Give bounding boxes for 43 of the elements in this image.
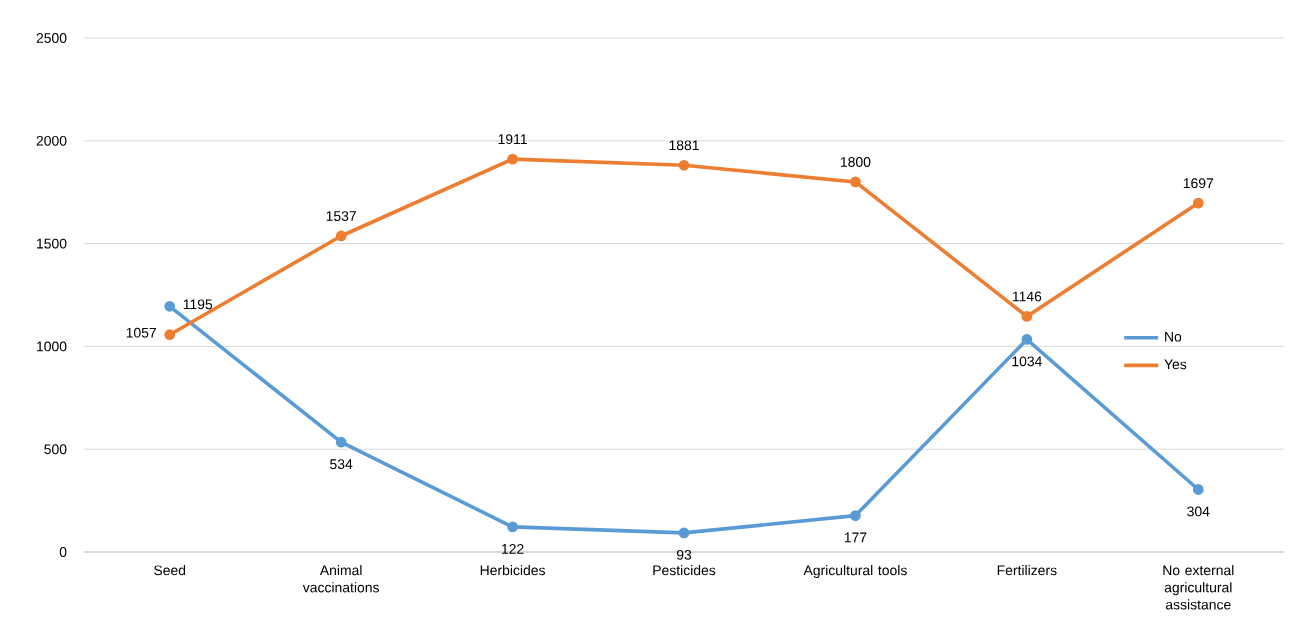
point — [1021, 334, 1033, 345]
x-tick-label: Agricultural tools — [803, 565, 907, 579]
legend-label: No — [1165, 331, 1182, 342]
point — [507, 153, 518, 165]
point — [1021, 311, 1033, 322]
x-tick-label: Animal vaccinations — [302, 565, 379, 593]
x-tick-label: Fertilizers — [997, 565, 1057, 576]
y-tick-label: 1000 — [37, 341, 67, 352]
point — [335, 436, 347, 448]
point — [1192, 197, 1204, 209]
point — [850, 510, 861, 521]
y-tick-label: 500 — [44, 444, 67, 455]
data-label: 1881 — [669, 140, 699, 151]
data-label: 304 — [1187, 506, 1210, 517]
data-label: 1195 — [183, 299, 213, 310]
data-label: 1057 — [126, 327, 156, 338]
point — [678, 527, 690, 539]
data-label: 1697 — [1183, 178, 1214, 189]
point — [850, 176, 861, 188]
x-tick-label: Pesticides — [653, 565, 716, 576]
data-label: 534 — [330, 459, 353, 470]
y-tick-label: 0 — [59, 547, 67, 557]
y-tick-label: 2500 — [36, 33, 67, 43]
point — [507, 521, 518, 533]
data-label: 1911 — [498, 134, 527, 145]
point — [335, 230, 347, 242]
data-label: 1800 — [840, 157, 871, 167]
x-tick-label: Herbicides — [480, 565, 545, 576]
point — [678, 159, 690, 171]
y-tick-label: 1500 — [37, 238, 67, 249]
point — [164, 329, 176, 341]
legend-label: Yes — [1164, 359, 1187, 370]
data-label: 122 — [502, 543, 524, 554]
point — [164, 300, 176, 312]
data-label: 1034 — [1012, 356, 1042, 367]
x-tick-label: No external agricultural assistance — [1163, 565, 1234, 610]
data-label: 1537 — [326, 211, 356, 221]
data-label: 1146 — [1012, 291, 1042, 302]
x-tick-label: Seed — [154, 565, 186, 576]
data-label: 93 — [676, 549, 692, 560]
data-label: 177 — [844, 532, 867, 543]
point — [1192, 484, 1204, 495]
y-tick-label: 2000 — [36, 135, 67, 146]
